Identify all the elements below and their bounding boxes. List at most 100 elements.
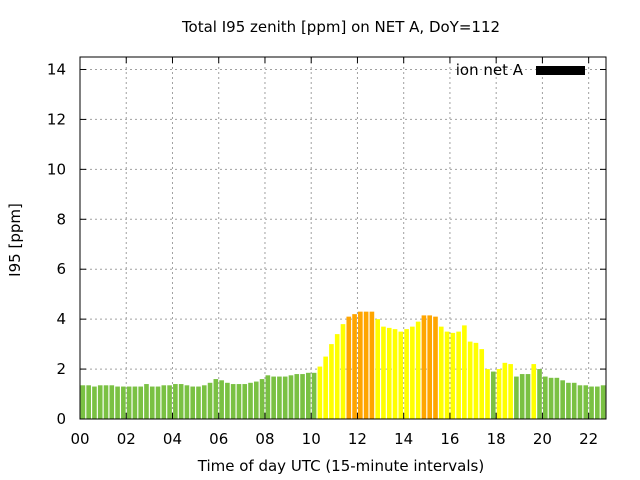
- bar: [155, 386, 161, 419]
- bar: [479, 349, 485, 419]
- bar: [126, 386, 132, 419]
- bar: [392, 329, 398, 419]
- bar: [288, 375, 294, 419]
- y-tick-label: 8: [56, 210, 66, 228]
- bar: [80, 385, 86, 419]
- legend-label: ion net A: [456, 61, 524, 79]
- bar: [571, 382, 577, 419]
- bar: [265, 375, 271, 419]
- bar: [346, 316, 352, 419]
- bar: [115, 386, 120, 419]
- bar: [86, 385, 91, 419]
- bar: [323, 356, 328, 419]
- bar: [300, 374, 305, 419]
- bar: [363, 311, 369, 419]
- grid-lines: [80, 57, 606, 419]
- bar: [375, 319, 380, 419]
- bar: [329, 344, 334, 419]
- bar: [519, 374, 525, 419]
- y-tick-label: 10: [47, 160, 66, 178]
- bar: [600, 385, 606, 419]
- x-tick-label: 20: [533, 430, 552, 448]
- bar: [196, 386, 201, 419]
- bar: [340, 324, 346, 419]
- bar: [444, 331, 450, 419]
- bar: [271, 376, 276, 419]
- bar: [236, 384, 242, 419]
- bar: [230, 384, 236, 419]
- x-tick-label: 22: [579, 430, 598, 448]
- bar: [369, 311, 375, 419]
- bar: [427, 315, 433, 419]
- bar: [259, 379, 265, 419]
- x-tick-label: 00: [70, 430, 89, 448]
- bar: [167, 385, 172, 419]
- bar: [398, 331, 404, 419]
- bar: [386, 327, 392, 419]
- bar: [467, 341, 473, 419]
- plot-frame: [79, 56, 607, 420]
- bar: [173, 384, 178, 419]
- bar: [589, 386, 594, 419]
- bar: [311, 372, 317, 419]
- bar: [317, 366, 323, 419]
- bar: [352, 314, 357, 419]
- legend-swatch: [536, 66, 585, 75]
- bar: [161, 385, 167, 419]
- bar: [560, 380, 565, 419]
- bar: [92, 386, 97, 419]
- chart-title: Total I95 zenith [ppm] on NET A, DoY=112: [181, 18, 500, 36]
- bar: [514, 376, 519, 419]
- bar: [548, 377, 554, 419]
- bar: [583, 385, 589, 419]
- bar: [537, 369, 542, 419]
- bar: [438, 326, 444, 419]
- bar: [410, 326, 415, 419]
- bar: [282, 376, 288, 419]
- bar: [277, 376, 282, 419]
- x-tick-label: 16: [440, 430, 459, 448]
- bar: [201, 385, 207, 419]
- y-tick-label: 6: [56, 260, 66, 278]
- x-tick-label: 12: [348, 430, 367, 448]
- x-axis-label: Time of day UTC (15-minute intervals): [197, 457, 484, 475]
- x-tick-label: 02: [117, 430, 136, 448]
- bar: [242, 384, 248, 419]
- bar: [132, 386, 138, 419]
- x-tick-label: 04: [163, 430, 182, 448]
- bar: [595, 386, 600, 419]
- bar: [253, 381, 259, 419]
- y-tick-label: 14: [47, 60, 66, 78]
- bar: [334, 334, 340, 419]
- bar: [184, 385, 190, 419]
- bar: [554, 377, 560, 419]
- bar: [207, 382, 213, 419]
- bar: [542, 376, 548, 419]
- legend: ion net A: [456, 61, 585, 79]
- bar: [97, 385, 103, 419]
- bar: [190, 386, 196, 419]
- bar: [144, 384, 149, 419]
- bar: [485, 369, 490, 419]
- bar-series: [80, 311, 606, 419]
- y-axis-label: I95 [ppm]: [6, 203, 24, 277]
- x-tick-label: 06: [209, 430, 228, 448]
- bar: [473, 342, 479, 419]
- bar: [502, 362, 508, 419]
- x-tick-label: 14: [394, 430, 413, 448]
- bar: [149, 386, 155, 419]
- bar: [566, 382, 571, 419]
- x-tick-label: 08: [255, 430, 274, 448]
- bar: [404, 329, 409, 419]
- bar: [306, 372, 311, 419]
- bar: [178, 384, 184, 419]
- bar: [415, 321, 421, 419]
- bar: [490, 371, 496, 419]
- bar: [433, 316, 438, 419]
- bar: [381, 326, 386, 419]
- bar: [294, 374, 300, 419]
- bar: [109, 385, 115, 419]
- bar: [219, 380, 224, 419]
